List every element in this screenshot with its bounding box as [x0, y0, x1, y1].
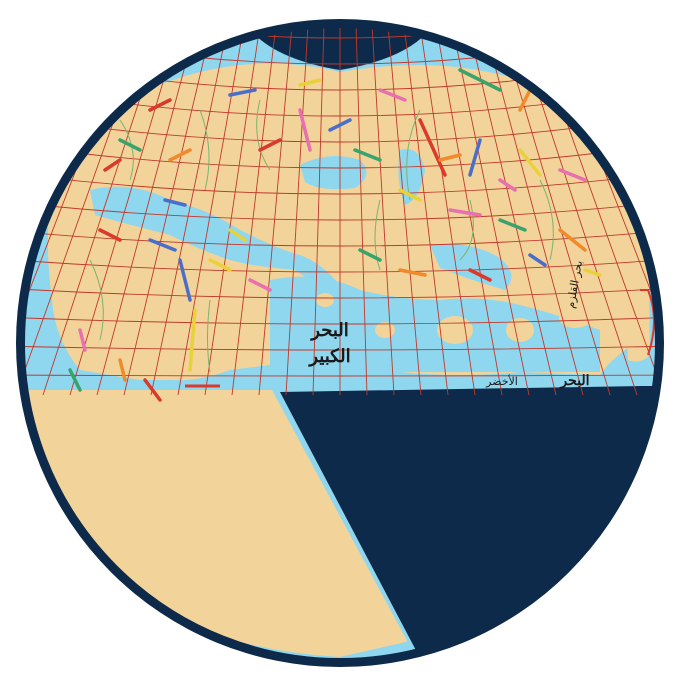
mountain-stroke: [583, 268, 602, 277]
mountain-stroke: [558, 228, 587, 252]
meridian-line: [483, 25, 584, 396]
meridian-line: [177, 25, 245, 396]
mountain-stroke: [98, 228, 122, 242]
island: [559, 308, 591, 328]
parallel-line: [22, 25, 658, 39]
mountain-stroke: [438, 153, 462, 162]
mountain-stroke: [468, 268, 492, 282]
mountain-stroke: [78, 328, 87, 352]
persian-gulf: [430, 243, 512, 290]
mountain-stroke: [358, 248, 382, 262]
meridian-line: [204, 25, 261, 396]
sea-label: البحر: [559, 373, 589, 389]
meridian-line: [96, 25, 197, 396]
sea-label: الكبير: [307, 346, 350, 367]
mountain-stroke: [298, 78, 322, 87]
parallel-line: [22, 316, 658, 325]
mountain-stroke: [468, 138, 482, 177]
meridian-line: [258, 25, 293, 396]
meridian-line: [499, 25, 611, 396]
meridian-line: [69, 25, 181, 396]
meridian-line: [435, 25, 503, 396]
mountain-stroke: [458, 68, 502, 92]
coast-highlight: [640, 289, 655, 356]
mountain-stroke: [498, 218, 527, 232]
mediterranean: [90, 186, 300, 270]
island: [316, 293, 334, 307]
mountain-stroke: [188, 308, 197, 372]
mountain-stroke: [498, 178, 517, 192]
sea-label: البحر: [309, 320, 348, 341]
island: [375, 322, 395, 338]
meridian-line: [371, 25, 395, 396]
red-sea: [295, 255, 340, 295]
mountain-stroke: [378, 88, 407, 102]
mountain-stroke: [68, 368, 82, 392]
meridian-line: [387, 25, 422, 396]
mountain-stroke: [328, 118, 352, 132]
meridian-line: [467, 25, 557, 396]
meridian-line: [403, 25, 449, 396]
mountain-stroke: [353, 148, 382, 162]
sea-label: الأخضر: [485, 374, 518, 388]
mountain-stroke: [298, 108, 312, 152]
meridian-line: [451, 25, 530, 396]
black-sea: [300, 156, 367, 190]
parallel-line: [22, 171, 658, 195]
island: [437, 316, 473, 344]
parallel-line: [22, 258, 658, 273]
parallel-line: [22, 229, 658, 247]
globe-rim: [19, 22, 661, 664]
mountain-stroke: [143, 378, 162, 402]
mountain-stroke: [398, 268, 427, 277]
mountain-stroke: [118, 358, 127, 382]
mountain-stroke: [258, 138, 282, 152]
parallel-line: [22, 200, 658, 221]
mountain-stroke: [103, 158, 122, 172]
meridian-line: [123, 25, 213, 396]
parallel-line: [22, 374, 658, 377]
mountain-stroke: [558, 168, 587, 182]
mountain-stroke: [163, 198, 187, 207]
mountain-stroke: [148, 238, 177, 252]
mountain-stroke: [228, 228, 247, 242]
mountain-stroke: [208, 258, 232, 272]
mountain-stroke: [118, 138, 142, 152]
mountain-stroke: [398, 188, 422, 202]
mountain-stroke: [448, 208, 482, 217]
mountain-stroke: [418, 118, 447, 177]
meridian-line: [231, 25, 277, 396]
mountain-stroke: [148, 98, 172, 112]
meridian-line: [312, 25, 325, 396]
parallel-line: [22, 142, 658, 169]
island: [506, 318, 534, 342]
indian-ocean: [270, 276, 600, 372]
meridian-line: [150, 25, 229, 396]
meridian-line: [355, 25, 368, 396]
mountain-stroke: [168, 148, 192, 162]
mountain-stroke: [178, 258, 192, 302]
mountain-stroke: [518, 148, 542, 177]
rivers: [89, 99, 554, 373]
meridian-line: [419, 25, 476, 396]
parallel-line: [22, 345, 658, 351]
mountain-stroke: [248, 278, 272, 292]
meridian-line: [285, 25, 309, 396]
mountain-stroke: [528, 253, 547, 267]
mountain-stroke: [228, 88, 257, 97]
